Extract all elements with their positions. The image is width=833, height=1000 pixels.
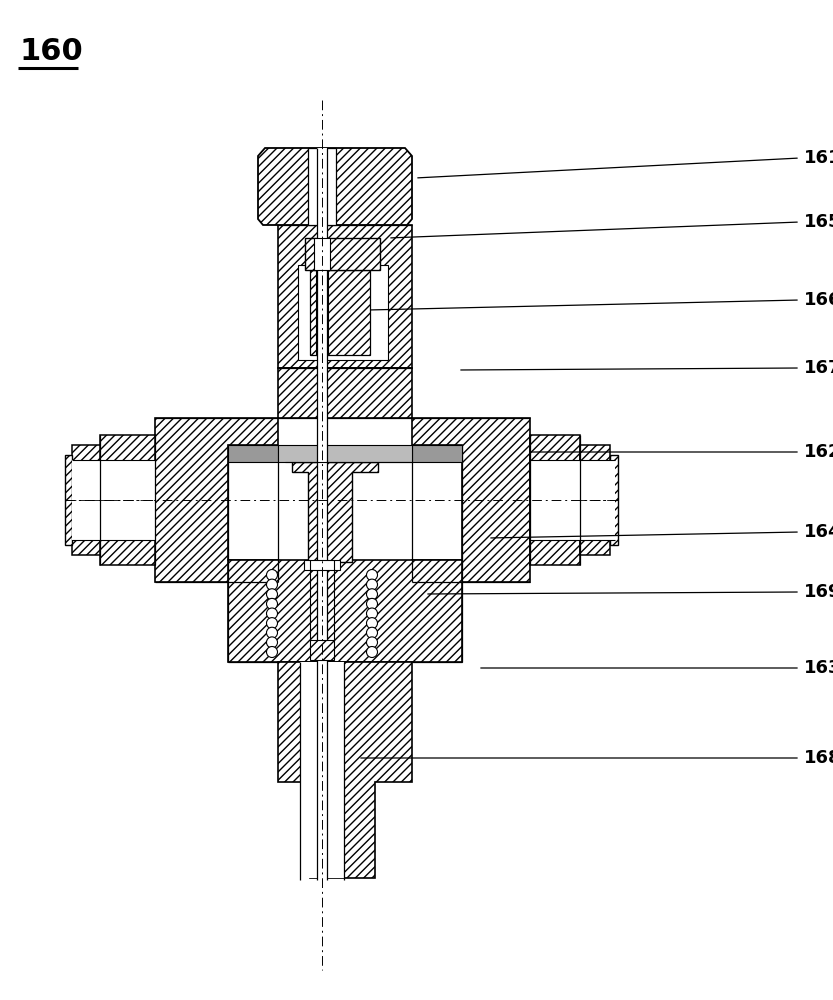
Circle shape [367,579,377,590]
Polygon shape [258,148,412,225]
Circle shape [267,589,277,600]
Bar [298,265,388,360]
Polygon shape [530,435,580,565]
Polygon shape [65,455,72,545]
Text: 165: 165 [804,213,833,231]
Polygon shape [610,455,618,545]
Polygon shape [278,445,412,462]
Bar [316,270,328,355]
Circle shape [367,618,377,629]
Text: 167: 167 [804,359,833,377]
Bar [300,662,344,878]
Bar [308,148,336,225]
Polygon shape [580,445,610,555]
Polygon shape [72,445,100,555]
Text: 164: 164 [804,523,833,541]
Circle shape [267,647,277,658]
Circle shape [367,589,377,600]
Bar [315,462,329,562]
Bar [304,560,340,570]
Circle shape [367,637,377,648]
Polygon shape [292,462,378,562]
Polygon shape [228,560,462,662]
Bar [314,238,330,270]
Polygon shape [100,435,155,565]
Circle shape [367,570,377,580]
Bar [72,460,155,540]
Text: 169: 169 [804,583,833,601]
Polygon shape [155,418,278,582]
Circle shape [367,647,377,658]
Text: 166: 166 [804,291,833,309]
Polygon shape [278,368,412,418]
Circle shape [267,618,277,629]
Polygon shape [412,445,462,462]
Circle shape [367,598,377,609]
Circle shape [267,579,277,590]
Polygon shape [305,238,380,270]
Polygon shape [310,270,370,355]
Text: 162: 162 [804,443,833,461]
Text: 160: 160 [20,37,84,66]
Circle shape [367,608,377,619]
Polygon shape [412,418,530,582]
Polygon shape [278,662,412,878]
Bar [530,460,615,540]
Polygon shape [278,225,412,368]
Circle shape [367,627,377,638]
Text: 163: 163 [804,659,833,677]
Polygon shape [228,445,278,462]
Text: 161: 161 [804,149,833,167]
Circle shape [267,637,277,648]
Circle shape [267,627,277,638]
Circle shape [267,598,277,609]
Circle shape [267,608,277,619]
Circle shape [267,570,277,580]
Text: 168: 168 [804,749,833,767]
Bar [317,148,327,888]
Bar [310,640,334,660]
